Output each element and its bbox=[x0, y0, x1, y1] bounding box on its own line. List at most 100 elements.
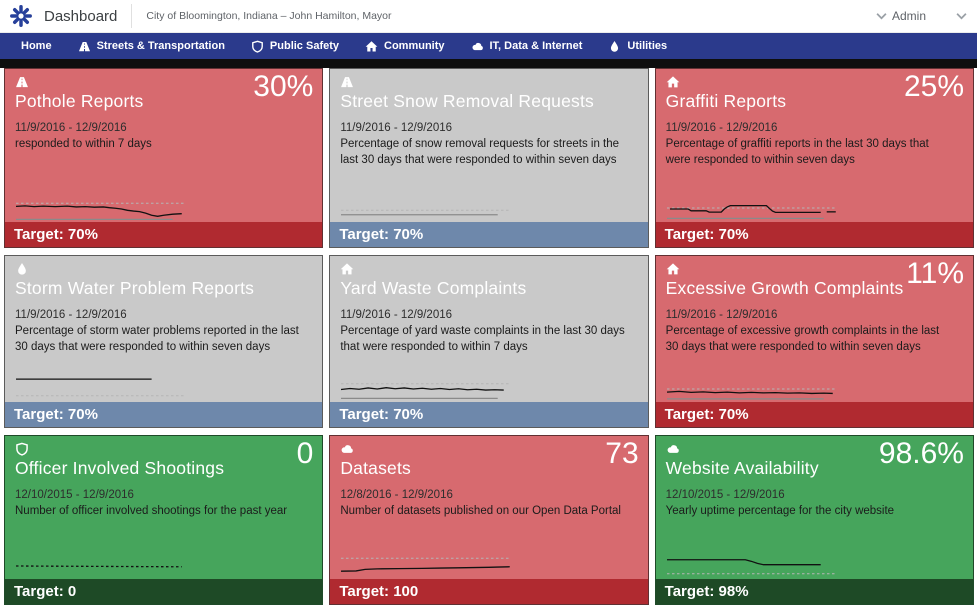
metric-value: 11% bbox=[906, 257, 964, 290]
nav-item-label: Home bbox=[21, 40, 52, 52]
metric-description: Number of officer involved shootings for… bbox=[15, 505, 288, 517]
metric-value: 98.6% bbox=[878, 437, 964, 470]
card-storm-water-problem-reports[interactable]: Storm Water Problem Reports 11/9/2016 - … bbox=[4, 255, 324, 428]
nav-item-utilities[interactable]: Utilities bbox=[595, 33, 680, 59]
metric-date-range: 12/10/2015 - 12/9/2016 bbox=[15, 489, 134, 501]
metric-description: Percentage of yard waste complaints in t… bbox=[340, 325, 625, 353]
metric-date-range: 11/9/2016 - 12/9/2016 bbox=[665, 122, 778, 134]
drop-icon bbox=[608, 40, 621, 53]
road-icon bbox=[15, 75, 312, 90]
cloud-icon bbox=[471, 40, 484, 53]
page-title: Dashboard bbox=[44, 7, 118, 25]
metric-description: Percentage of snow removal requests for … bbox=[340, 138, 620, 166]
home-icon bbox=[365, 40, 378, 53]
card-graffiti-reports[interactable]: 25% Graffiti Reports 11/9/2016 - 12/9/20… bbox=[654, 68, 974, 248]
metric-description: responded to within 7 days bbox=[15, 138, 152, 150]
target-label: Target: 0 bbox=[14, 583, 77, 600]
nav-item-label: Streets & Transportation bbox=[96, 40, 225, 52]
card-website-availability[interactable]: 98.6% Website Availability 12/10/2015 - … bbox=[654, 435, 974, 605]
target-bar: Target: 70% bbox=[5, 222, 323, 247]
sparkline-chart bbox=[13, 376, 314, 402]
metric-description: Percentage of excessive growth complaint… bbox=[665, 325, 940, 353]
target-bar: Target: 70% bbox=[330, 402, 648, 427]
target-label: Target: 70% bbox=[14, 226, 98, 243]
metric-date-range: 11/9/2016 - 12/9/2016 bbox=[15, 309, 127, 321]
target-bar: Target: 100 bbox=[330, 579, 648, 604]
card-yard-waste-complaints[interactable]: Yard Waste Complaints 11/9/2016 - 12/9/2… bbox=[329, 255, 649, 428]
metric-value: 73 bbox=[605, 437, 639, 470]
target-label: Target: 100 bbox=[339, 583, 419, 600]
target-bar: Target: 70% bbox=[5, 402, 323, 427]
nav-item-streets-transportation[interactable]: Streets & Transportation bbox=[65, 33, 238, 59]
metric-title: Website Availability bbox=[665, 458, 819, 478]
sparkline-chart bbox=[664, 196, 965, 222]
metric-title: Yard Waste Complaints bbox=[340, 278, 527, 298]
card-datasets[interactable]: 73 Datasets 12/8/2016 - 12/9/2016 Number… bbox=[329, 435, 649, 605]
metric-date-range: 11/9/2016 - 12/9/2016 bbox=[665, 309, 778, 321]
city-subtitle: City of Bloomington, Indiana – John Hami… bbox=[146, 10, 392, 22]
metric-value: 0 bbox=[296, 437, 314, 470]
nav-item-community[interactable]: Community bbox=[352, 33, 458, 59]
target-label: Target: 70% bbox=[14, 406, 98, 423]
metric-description: Percentage of storm water problems repor… bbox=[15, 325, 299, 353]
city-logo-icon bbox=[8, 3, 34, 29]
target-bar: Target: 70% bbox=[655, 402, 973, 427]
home-icon bbox=[666, 75, 963, 90]
card-street-snow-removal-requests[interactable]: Street Snow Removal Requests 11/9/2016 -… bbox=[329, 68, 649, 248]
admin-menu[interactable]: Admin bbox=[891, 9, 926, 23]
metrics-grid: 30% Pothole Reports 11/9/2016 - 12/9/201… bbox=[0, 68, 977, 605]
card-officer-involved-shootings[interactable]: 0 Officer Involved Shootings 12/10/2015 … bbox=[4, 435, 324, 605]
target-label: Target: 70% bbox=[339, 226, 424, 243]
sparkline-chart bbox=[13, 196, 314, 222]
metric-title: Excessive Growth Complaints bbox=[665, 278, 904, 298]
target-label: Target: 70% bbox=[339, 406, 424, 423]
chevron-down-icon[interactable] bbox=[956, 12, 967, 20]
target-bar: Target: 70% bbox=[655, 222, 973, 247]
metric-title: Street Snow Removal Requests bbox=[340, 91, 594, 111]
sparkline-chart bbox=[338, 196, 639, 222]
target-bar: Target: 0 bbox=[5, 579, 323, 604]
target-label: Target: 70% bbox=[664, 226, 749, 243]
sparkline-chart bbox=[664, 376, 965, 402]
home-icon bbox=[340, 262, 637, 277]
target-bar: Target: 98% bbox=[655, 579, 973, 604]
nav-item-label: Public Safety bbox=[269, 40, 339, 52]
metric-description: Number of datasets published on our Open… bbox=[340, 505, 621, 517]
drop-icon bbox=[15, 262, 312, 277]
sparkline-chart bbox=[664, 553, 965, 579]
home-icon bbox=[666, 262, 963, 277]
cloud-icon bbox=[666, 442, 963, 457]
card-excessive-growth-complaints[interactable]: 11% Excessive Growth Complaints 11/9/201… bbox=[654, 255, 974, 428]
metric-title: Graffiti Reports bbox=[665, 91, 787, 111]
metric-value: 30% bbox=[253, 70, 314, 103]
shield-icon bbox=[15, 442, 312, 457]
divider-bar bbox=[0, 59, 977, 68]
nav-item-public-safety[interactable]: Public Safety bbox=[238, 33, 352, 59]
metric-date-range: 12/8/2016 - 12/9/2016 bbox=[340, 489, 453, 501]
nav-item-label: Utilities bbox=[627, 40, 668, 52]
metric-date-range: 12/10/2015 - 12/9/2016 bbox=[665, 489, 785, 501]
cloud-icon bbox=[340, 442, 637, 457]
header-divider bbox=[131, 4, 133, 28]
card-pothole-reports[interactable]: 30% Pothole Reports 11/9/2016 - 12/9/201… bbox=[4, 68, 324, 248]
sparkline-chart bbox=[338, 553, 639, 579]
nav-item-it-data-internet[interactable]: IT, Data & Internet bbox=[458, 33, 596, 59]
metric-title: Officer Involved Shootings bbox=[15, 458, 225, 478]
nav-item-label: IT, Data & Internet bbox=[489, 40, 583, 52]
road-icon bbox=[340, 75, 637, 90]
metric-description: Yearly uptime percentage for the city we… bbox=[665, 505, 895, 517]
sparkline-chart bbox=[338, 376, 639, 402]
sparkline-chart bbox=[13, 553, 314, 579]
nav-item-label: Community bbox=[384, 40, 445, 52]
metric-title: Pothole Reports bbox=[15, 91, 144, 111]
metric-value: 25% bbox=[903, 70, 964, 103]
shield-icon bbox=[251, 40, 264, 53]
metric-date-range: 11/9/2016 - 12/9/2016 bbox=[15, 122, 127, 134]
nav-item-home[interactable]: Home bbox=[8, 33, 65, 59]
app-header: Dashboard City of Bloomington, Indiana –… bbox=[0, 0, 977, 33]
metric-date-range: 11/9/2016 - 12/9/2016 bbox=[340, 122, 453, 134]
metric-date-range: 11/9/2016 - 12/9/2016 bbox=[340, 309, 453, 321]
main-nav: Home Streets & Transportation Public Safet… bbox=[0, 33, 977, 59]
target-label: Target: 70% bbox=[664, 406, 749, 423]
target-bar: Target: 70% bbox=[330, 222, 648, 247]
